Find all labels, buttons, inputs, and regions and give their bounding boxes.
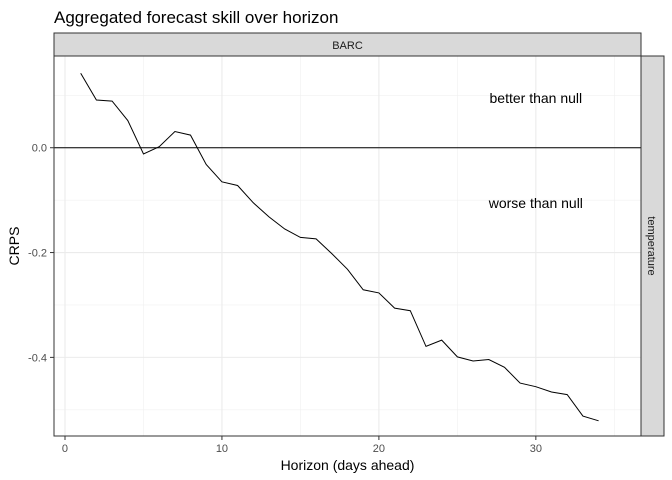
x-axis-title: Horizon (days ahead) xyxy=(281,457,415,473)
facet-strip-top: BARC xyxy=(53,32,642,57)
annotation-label: worse than null xyxy=(488,195,583,211)
x-tick-label: 30 xyxy=(530,443,542,455)
facet-strip-right: temperature xyxy=(640,55,665,437)
y-axis: 0.0 -0.2 -0.4 xyxy=(28,143,54,364)
annotation-label: better than null xyxy=(490,90,583,106)
strip-label: temperature xyxy=(645,216,657,275)
y-tick-label: -0.4 xyxy=(28,352,47,364)
x-tick-label: 20 xyxy=(373,443,385,455)
grid-minor xyxy=(54,56,641,436)
x-tick-label: 10 xyxy=(216,443,228,455)
plot-panel xyxy=(54,56,641,436)
plot-panel-border xyxy=(53,55,642,437)
x-axis: 0 10 20 30 xyxy=(62,436,542,455)
y-tick-label: 0.0 xyxy=(32,143,47,155)
x-tick-label: 0 xyxy=(62,443,68,455)
y-tick-label: -0.2 xyxy=(28,248,47,260)
y-axis-title: CRPS xyxy=(6,227,22,266)
series-line xyxy=(80,73,599,422)
facet-label: BARC xyxy=(332,40,363,52)
chart-title: Aggregated forecast skill over horizon xyxy=(54,8,338,27)
annotations: better than null worse than null xyxy=(488,90,583,211)
